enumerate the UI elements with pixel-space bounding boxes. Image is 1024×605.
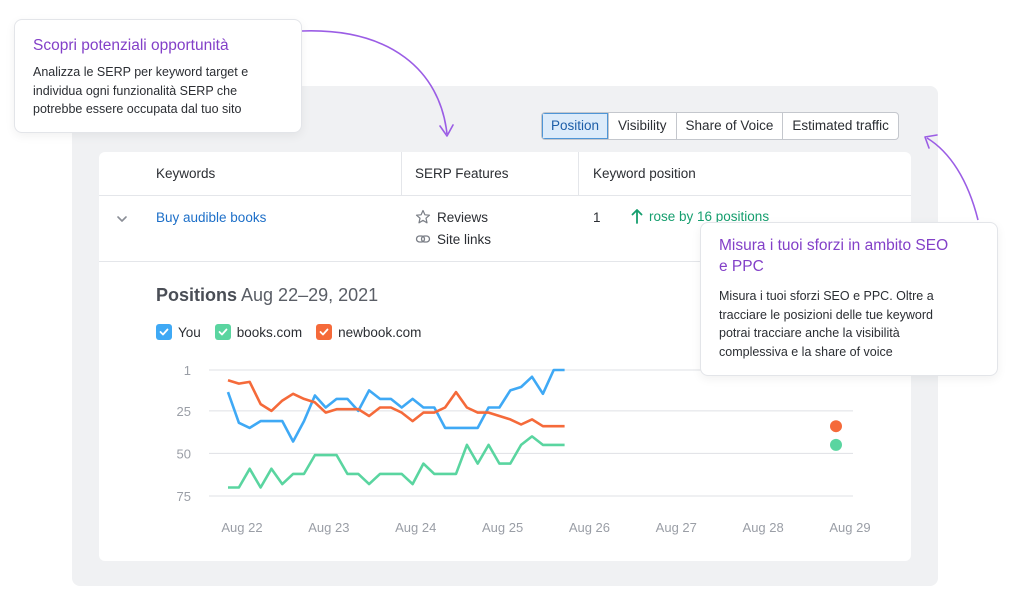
position-value: 1: [593, 210, 601, 225]
legend-label: You: [178, 324, 201, 340]
feature-label: Reviews: [437, 209, 489, 225]
checkbox-checked-icon[interactable]: [156, 324, 172, 340]
tooltip-body: Analizza le SERP per keyword target e in…: [33, 63, 248, 119]
table-header: Keywords SERP Features Keyword position: [99, 152, 911, 196]
link-icon: [415, 235, 431, 243]
feature-label: Site links: [437, 231, 492, 247]
tooltip-line: individua ogni funzionalità SERP che: [33, 83, 238, 98]
header-keyword-position: Keyword position: [593, 166, 696, 181]
tab-share-of-voice[interactable]: Share of Voice: [675, 113, 783, 139]
tooltip-line: complessiva e la share of voice: [719, 344, 893, 359]
tab-visibility[interactable]: Visibility: [608, 113, 676, 139]
tooltip-line: potrebbe essere occupata dal tuo sito: [33, 102, 242, 116]
tooltip-measure: Misura i tuoi sforzi in ambito SEO e PPC…: [700, 222, 998, 376]
tab-estimated-traffic[interactable]: Estimated traffic: [782, 113, 898, 139]
arrow-up-icon: [631, 209, 643, 224]
position-change-label: rose by 16 positions: [649, 208, 770, 224]
keyword-link[interactable]: Buy audible books: [156, 210, 267, 225]
header-keywords: Keywords: [156, 166, 216, 181]
tooltip-line: potrai tracciare anche la visibilità: [719, 326, 900, 340]
tooltip-title-line: e PPC: [719, 258, 764, 275]
tooltip-title: Scopri potenziali opportunità: [33, 37, 229, 54]
table-row: Buy audible books Reviews Site links 1 r…: [99, 196, 911, 262]
tooltip-line: Misura i tuoi sforzi SEO e PPC. Oltre a: [719, 289, 934, 303]
tab-position[interactable]: Position: [542, 113, 609, 139]
tooltip-line: Analizza le SERP per keyword target e: [33, 65, 249, 79]
header-serp-features: SERP Features: [415, 166, 509, 181]
tooltip-title-line: Misura i tuoi sforzi in ambito SEO: [719, 237, 949, 254]
checkbox-checked-icon[interactable]: [316, 324, 333, 340]
legend-books[interactable]: books.com: [214, 324, 303, 340]
checkbox-checked-icon[interactable]: [214, 324, 231, 340]
positions-title: Positions Aug 22–29, 2021: [156, 285, 378, 306]
tooltip-title: Misura i tuoi sforzi in ambito SEO e PPC: [719, 235, 948, 277]
metric-tabs: Position Visibility Share of Voice Estim…: [541, 112, 899, 140]
column-divider: [401, 152, 402, 195]
tooltip-line: tracciare le posizioni delle tue keyword: [719, 307, 933, 322]
chart-legend: You books.com newbook.com: [156, 324, 421, 340]
column-divider: [578, 152, 579, 195]
tooltip-opportunities: Scopri potenziali opportunità Analizza l…: [14, 19, 302, 133]
positions-label: Positions: [156, 285, 238, 305]
position-change: rose by 16 positions: [631, 208, 769, 224]
feature-site-links: Site links: [415, 231, 491, 247]
legend-you[interactable]: You: [156, 324, 201, 340]
legend-label: books.com: [236, 324, 303, 340]
positions-range: Aug 22–29, 2021: [241, 285, 379, 305]
star-icon: [415, 209, 431, 224]
legend-newbook[interactable]: newbook.com: [316, 324, 421, 340]
feature-reviews: Reviews: [415, 209, 488, 225]
legend-label: newbook.com: [338, 324, 422, 340]
tooltip-body: Misura i tuoi sforzi SEO e PPC. Oltre a …: [719, 287, 934, 361]
chevron-down-icon[interactable]: [115, 212, 129, 226]
